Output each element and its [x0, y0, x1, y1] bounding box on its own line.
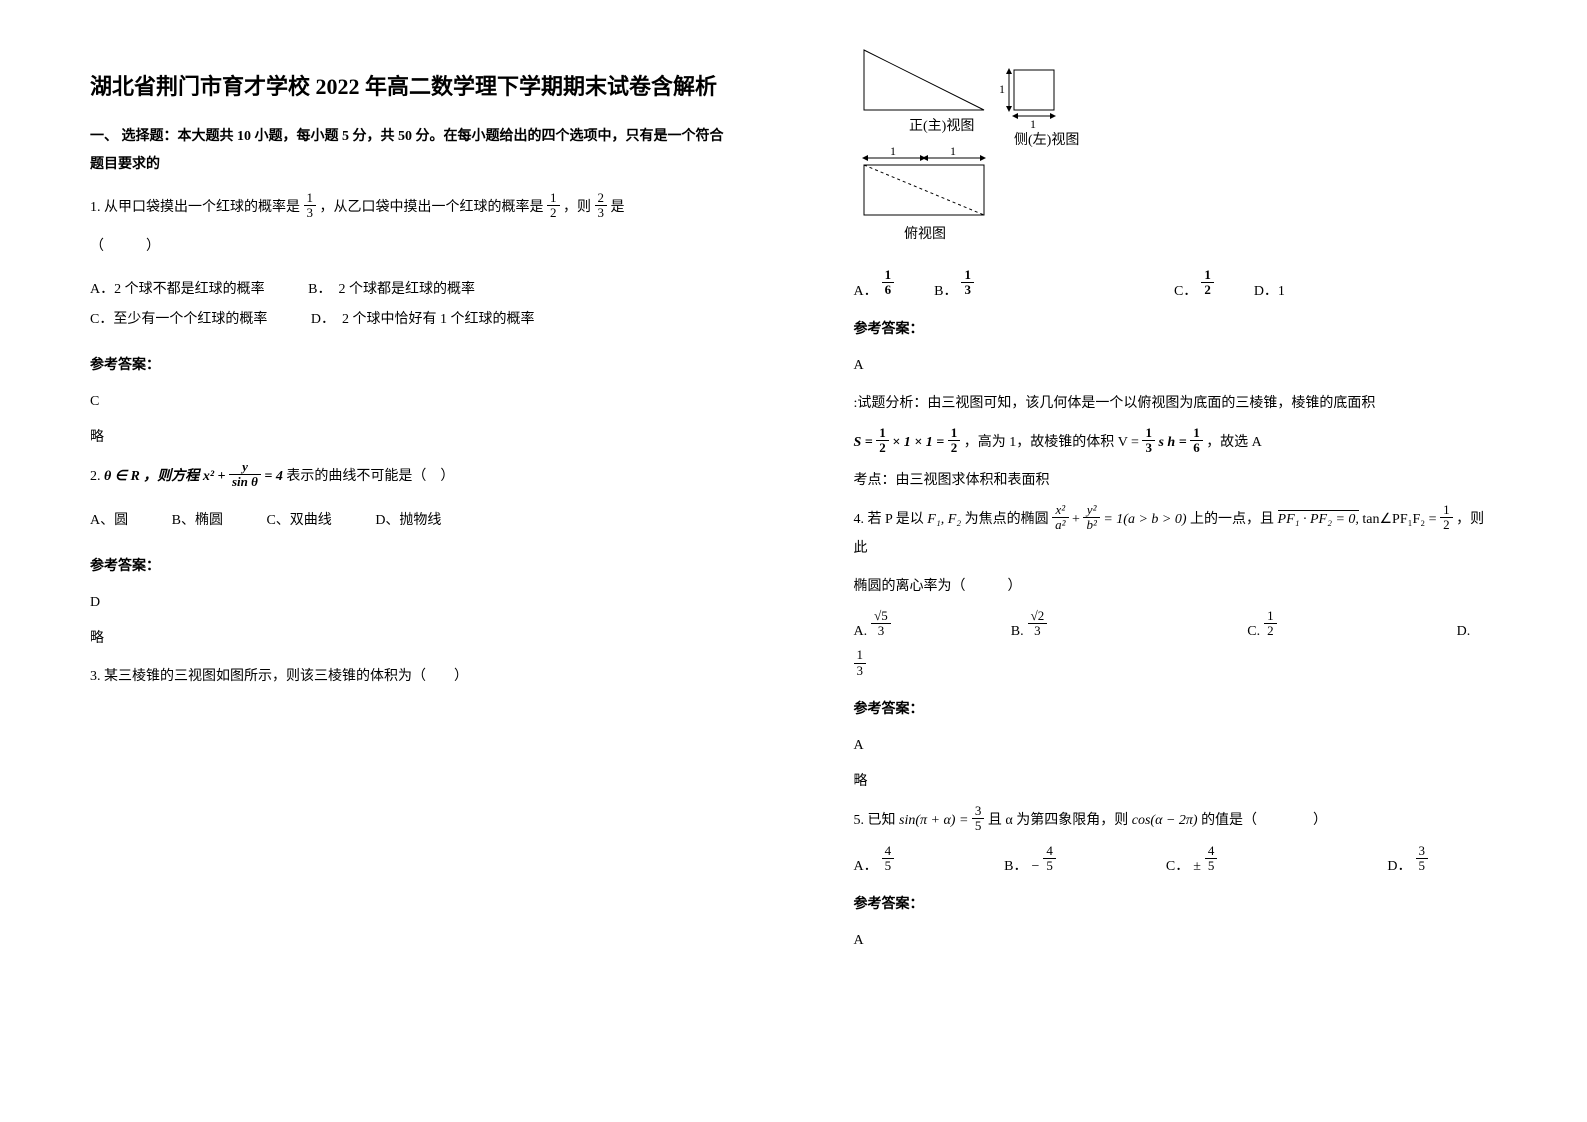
q5-optB: B． − 45: [1004, 846, 1056, 876]
page-title: 湖北省荆门市育才学校 2022 年高二数学理下学期期末试卷含解析: [90, 70, 734, 103]
q1-frac3: 2 3: [595, 191, 608, 221]
q1-bracket: （ ）: [90, 233, 734, 261]
q4-ans: A: [854, 732, 1498, 760]
fig-top-dim2: 1: [950, 144, 956, 158]
q2-note: 略: [90, 625, 734, 653]
q5-ans-label: 参考答案：: [854, 891, 1498, 919]
q4-note: 略: [854, 768, 1498, 796]
left-column: 湖北省荆门市育才学校 2022 年高二数学理下学期期末试卷含解析 一、 选择题：…: [0, 0, 794, 1003]
q2-stem: 2. θ ∈ R ，则方程 x² + y sin θ = 4 表示的曲线不可能是…: [90, 462, 734, 492]
q3-optD: D．1: [1254, 280, 1285, 300]
q2-optC: C、双曲线: [266, 506, 331, 537]
q3-ans: A: [854, 352, 1498, 380]
q5-stem: 5. 已知 sin(π + α) = 35 且 α 为第四象限角，则 cos(α…: [854, 806, 1498, 836]
q2-optB: B、椭圆: [172, 506, 223, 537]
q4-stem: 4. 若 P 是以 F₁, F₂ 为焦点的椭圆 x²a² + y²b² = 1(…: [854, 505, 1498, 563]
q2-tail: 表示的曲线不可能是（ ）: [286, 469, 454, 484]
q1-suffix: 是: [611, 200, 625, 215]
q2-prefix: 2.: [90, 469, 104, 484]
q4-line2: 椭圆的离心率为（ ）: [854, 573, 1498, 601]
q3-expl1: :试题分析：由三视图可知，该几何体是一个以俯视图为底面的三棱锥，棱锥的底面积: [854, 390, 1498, 418]
q5-ans: A: [854, 927, 1498, 955]
q3-expl-eq: S = 12 × 1 × 1 = 12 ，高为 1，故棱锥的体积 V = 13 …: [854, 428, 1498, 458]
fig-side-label: 侧(左)视图: [1014, 132, 1079, 148]
q4-optC: C. 12: [1247, 611, 1276, 641]
q2-options: A、圆 B、椭圆 C、双曲线 D、抛物线: [90, 506, 734, 537]
q1-note: 略: [90, 424, 734, 452]
q1-frac1: 1 3: [304, 191, 317, 221]
q4-optD-frac: 13: [854, 650, 1498, 680]
q3-optB: B． 13: [934, 270, 974, 300]
q1-frac2: 1 2: [547, 191, 560, 221]
q3-optA: A． 16: [854, 270, 895, 300]
three-view-figure: 正(主)视图 1 1 侧(左)视图 1: [854, 40, 1498, 260]
q2-cond: θ ∈ R ，则方程: [104, 469, 203, 484]
fig-side-height: 1: [999, 82, 1005, 96]
q1-optD: D． 2 个球中恰好有 1 个红球的概率: [311, 305, 535, 336]
fig-top-label: 俯视图: [904, 226, 946, 242]
q1-mid2: ，则: [563, 200, 591, 215]
q3-options: A． 16 B． 13 C． 12 D．1: [854, 270, 1498, 300]
q3-ans-label: 参考答案：: [854, 316, 1498, 344]
q4-optB: B. √23: [1011, 611, 1047, 641]
right-column: 正(主)视图 1 1 侧(左)视图 1: [794, 0, 1587, 1003]
q2-ans-label: 参考答案：: [90, 553, 734, 581]
q2-optA: A、圆: [90, 506, 128, 537]
q4-options: A. √53 B. √23 C. 12 D.: [854, 611, 1498, 641]
three-view-svg: 正(主)视图 1 1 侧(左)视图 1: [854, 40, 1114, 260]
q4-optD: D.: [1457, 624, 1471, 640]
q5-optA: A． 45: [854, 846, 895, 876]
q5-options: A． 45 B． − 45 C． ± 45 D． 35: [854, 846, 1498, 876]
q1-optA: A．2 个球不都是红球的概率: [90, 275, 265, 306]
q5-optC: C． ± 45: [1166, 846, 1218, 876]
q3-optC: C． 12: [1174, 270, 1214, 300]
fig-top-dim1: 1: [890, 144, 896, 158]
fig-front-label: 正(主)视图: [909, 118, 974, 134]
q1-options: A．2 个球不都是红球的概率 B． 2 个球都是红球的概率 C．至少有一个个红球…: [90, 275, 734, 337]
q1-prefix: 1. 从甲口袋摸出一个红球的概率是: [90, 200, 300, 215]
q1-mid1: ，从乙口袋中摸出一个红球的概率是: [320, 200, 544, 215]
q1-ans-label: 参考答案：: [90, 352, 734, 380]
q3-kaodian: 考点：由三视图求体积和表面积: [854, 467, 1498, 495]
q2-ans: D: [90, 589, 734, 617]
q5-optD: D． 35: [1387, 846, 1428, 876]
q1-ans: C: [90, 388, 734, 416]
q2-optD: D、抛物线: [375, 506, 441, 537]
q2-eq: x² + y sin θ = 4: [203, 469, 287, 484]
q1-stem: 1. 从甲口袋摸出一个红球的概率是 1 3 ，从乙口袋中摸出一个红球的概率是 1…: [90, 193, 734, 223]
q1-optC: C．至少有一个个红球的概率: [90, 305, 267, 336]
q4-vecdot: PF₁ · PF₂ = 0,: [1278, 510, 1359, 527]
q4-optA: A. √53: [854, 611, 891, 641]
q3-stem: 3. 某三棱锥的三视图如图所示，则该三棱锥的体积为（ ）: [90, 663, 734, 691]
q4-ans-label: 参考答案：: [854, 696, 1498, 724]
section-1-head: 一、 选择题：本大题共 10 小题，每小题 5 分，共 50 分。在每小题给出的…: [90, 123, 734, 179]
q1-optB: B． 2 个球都是红球的概率: [308, 275, 475, 306]
fig-side-width: 1: [1030, 117, 1036, 131]
